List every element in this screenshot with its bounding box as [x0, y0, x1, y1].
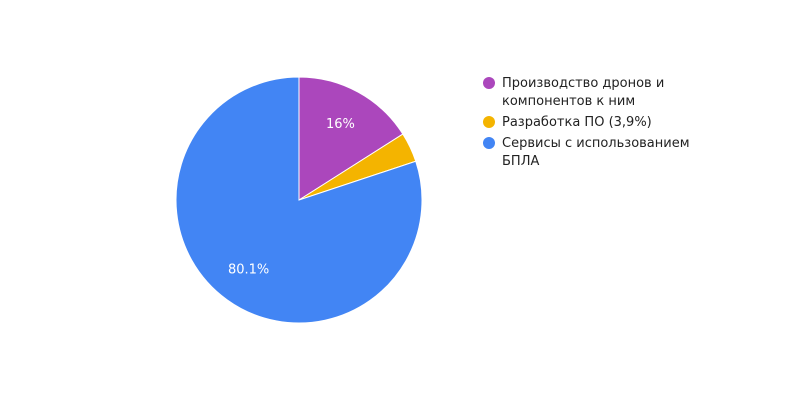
legend-label: Производство дронов и компонентов к ним [502, 76, 665, 109]
legend-swatch-icon [483, 137, 495, 149]
legend-swatch-icon [483, 116, 495, 128]
legend-item[interactable]: Разработка ПО (3,9%) [483, 114, 713, 132]
legend-label: Разработка ПО (3,9%) [502, 115, 652, 130]
legend-label: Сервисы с использованием БПЛА [502, 136, 690, 169]
pie-slice[interactable] [298, 76, 404, 201]
legend-item[interactable]: Сервисы с использованием БПЛА [483, 135, 713, 171]
legend-item[interactable]: Производство дронов и компонентов к ним [483, 75, 713, 111]
slice-data-label: 80.1% [228, 262, 269, 277]
legend-swatch-icon [483, 77, 495, 89]
legend: Производство дронов и компонентов к ним … [483, 75, 713, 174]
slice-data-label: 16% [326, 117, 355, 132]
pie-slice[interactable] [175, 76, 423, 324]
